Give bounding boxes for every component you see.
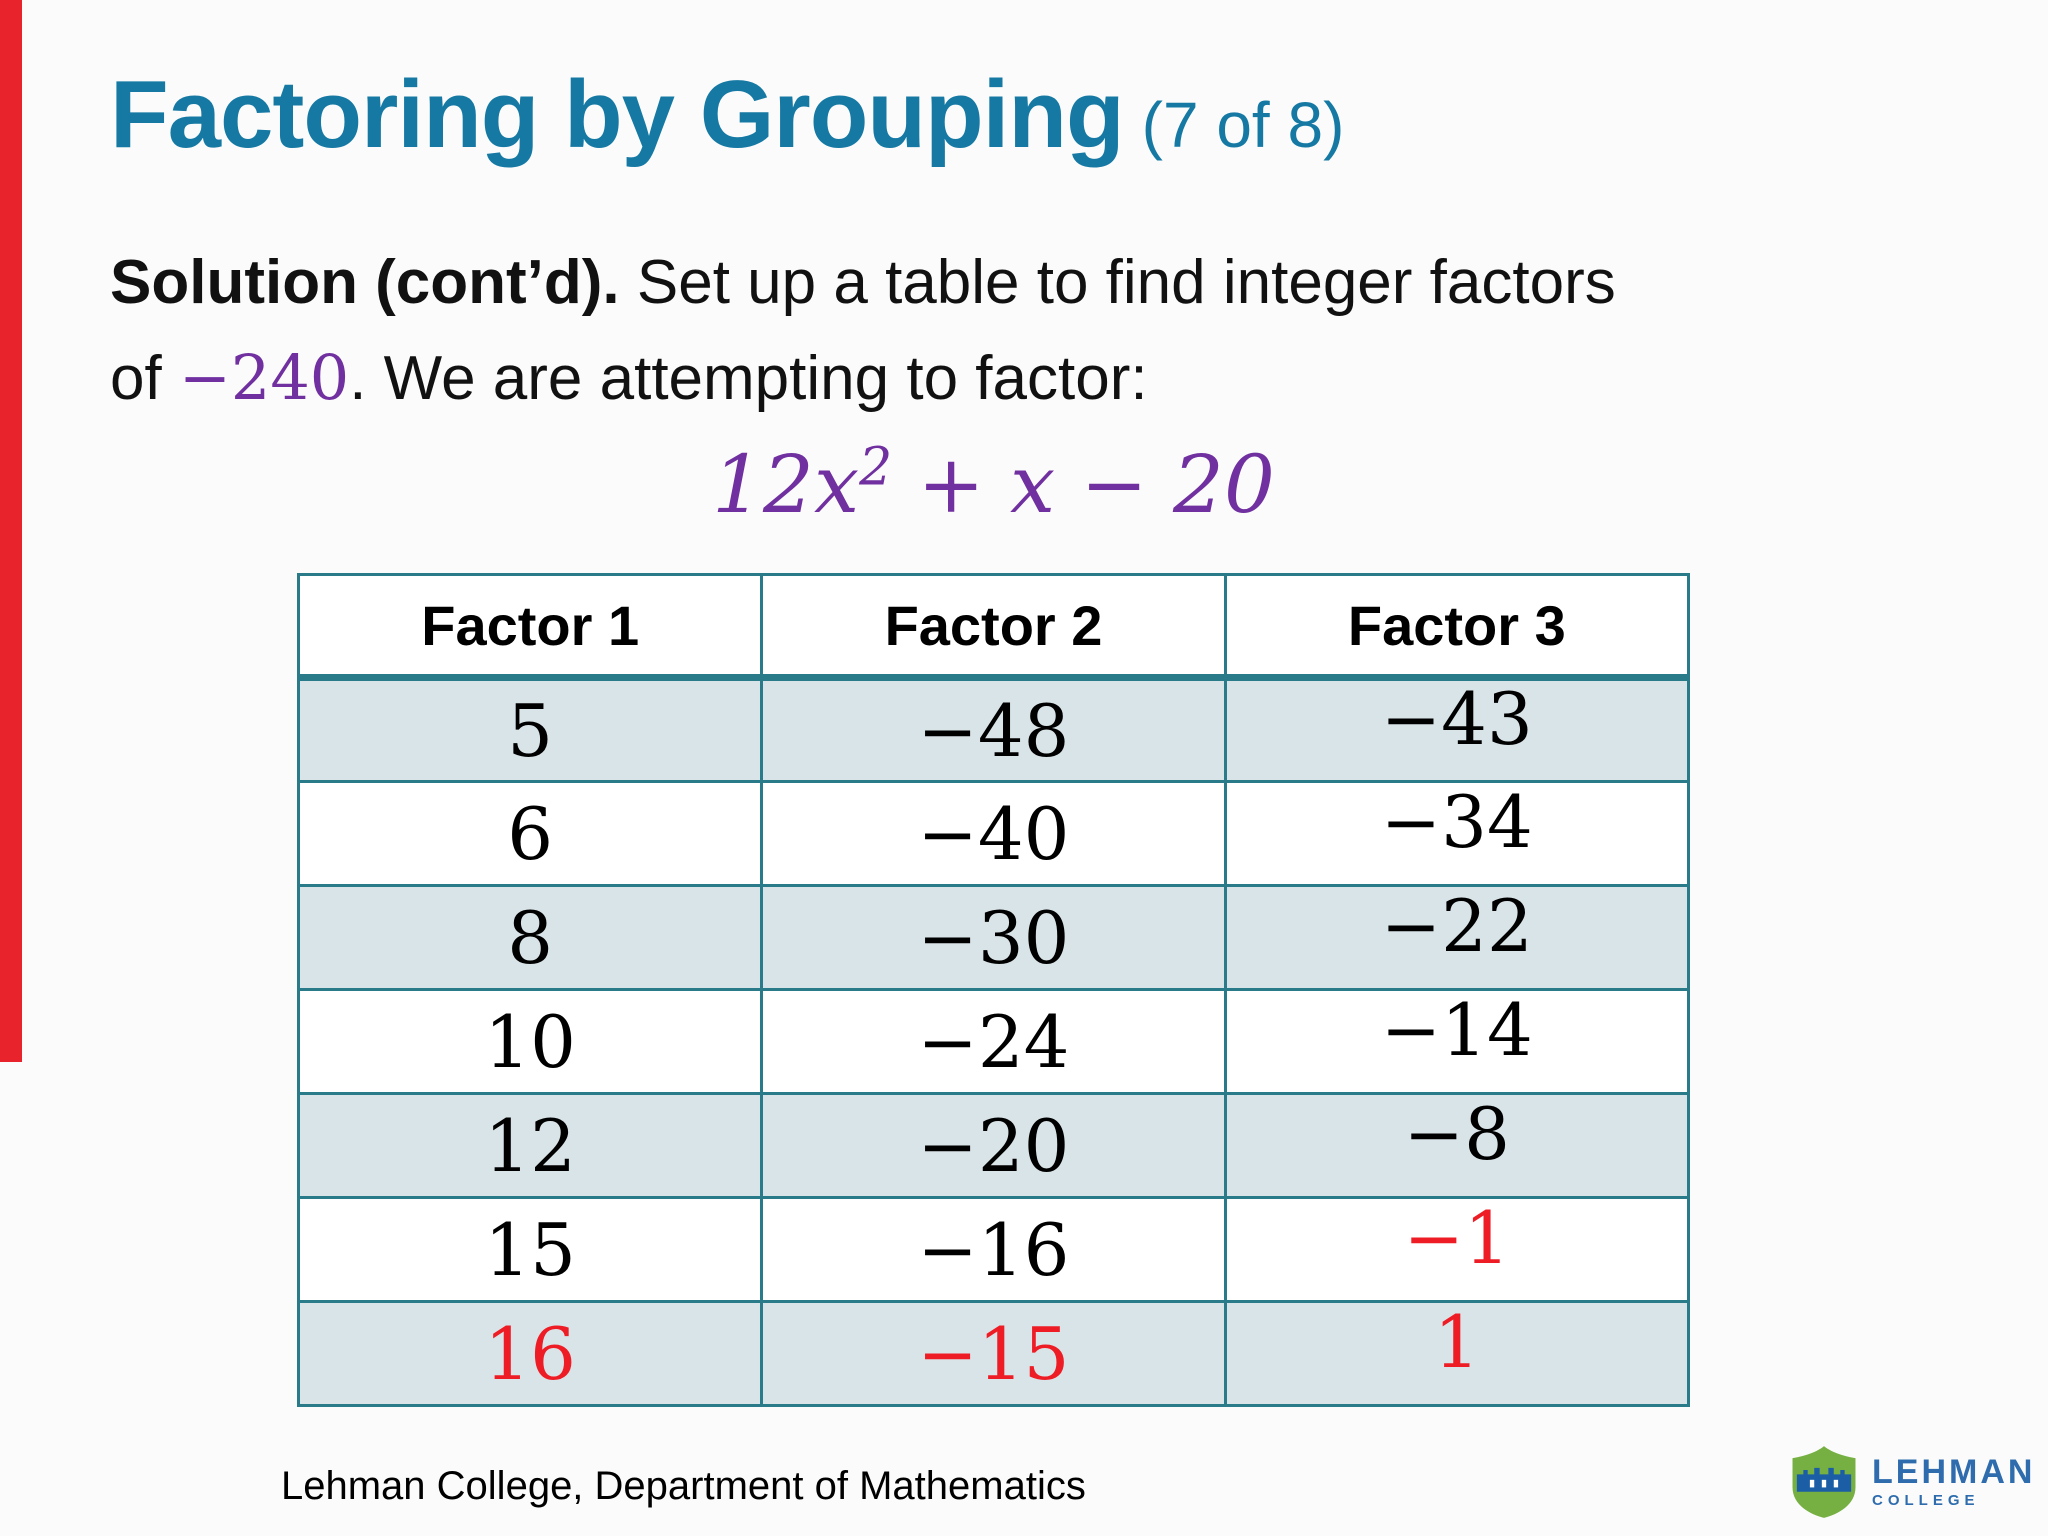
cell-value: −14	[1380, 987, 1533, 1072]
footer-attribution: Lehman College, Department of Mathematic…	[281, 1464, 1086, 1508]
factor-table: Factor 1 Factor 2 Factor 3 5 −48 −43 6 −40 −3…	[296, 573, 1691, 1407]
table-cell: 8	[296, 884, 764, 991]
cell-value: −15	[917, 1311, 1070, 1396]
table-cell: 5	[296, 676, 764, 783]
table-cell: −15	[760, 1300, 1227, 1407]
solution-label: Solution (cont’d).	[110, 248, 620, 317]
page-title: Factoring by Grouping (7 of 8)	[110, 60, 1990, 170]
table-cell: 1	[1223, 1299, 1691, 1407]
table-row: 15 −16 −1	[296, 1195, 1691, 1303]
table-cell: −30	[760, 884, 1227, 991]
solution-paragraph: Solution (cont’d). Set up a table to fin…	[110, 236, 1970, 427]
cell-value: −48	[917, 688, 1070, 773]
solution-sentence-1: Set up a table to find integer factors	[619, 248, 1616, 317]
cell-value: 15	[484, 1207, 576, 1292]
cell-value: −8	[1403, 1091, 1510, 1176]
table-cell: −8	[1223, 1091, 1691, 1199]
table-cell: −48	[760, 676, 1227, 783]
title-suffix: (7 of 8)	[1141, 89, 1345, 161]
cell-value: 6	[507, 791, 554, 876]
table-cell: 12	[296, 1092, 764, 1199]
cell-value: 12	[484, 1103, 576, 1188]
factor-table-header: Factor 1 Factor 2 Factor 3	[296, 573, 1691, 681]
cell-value: 1	[1433, 1299, 1480, 1384]
lehman-shield-icon	[1792, 1446, 1856, 1518]
table-cell: 10	[296, 988, 764, 1095]
cell-value: −22	[1380, 883, 1533, 968]
table-row: 12 −20 −8	[296, 1091, 1691, 1199]
cell-value: −34	[1380, 779, 1533, 864]
table-cell: −20	[760, 1092, 1227, 1199]
table-cell: −40	[760, 780, 1227, 887]
header-row: Factor 1 Factor 2 Factor 3	[296, 573, 1691, 681]
negative-240-value: −240	[178, 340, 350, 414]
table-cell: 16	[296, 1300, 764, 1407]
formula-base: 12x	[712, 438, 860, 531]
red-left-bar	[0, 0, 22, 1062]
cell-value: 16	[484, 1311, 576, 1396]
table-row: 8 −30 −22	[296, 883, 1691, 991]
header-factor-2: Factor 2	[760, 573, 1227, 681]
table-cell: 15	[296, 1196, 764, 1303]
cell-value: −40	[917, 791, 1070, 876]
solution-sentence-2-prefix: of	[110, 343, 179, 413]
formula-exponent: 2	[859, 437, 893, 498]
table-row: 6 −40 −34	[296, 779, 1691, 887]
lehman-college-logo: LEHMAN COLLEGE	[1788, 1444, 2035, 1520]
table-cell: −22	[1223, 883, 1691, 991]
table-cell: −43	[1223, 676, 1691, 783]
table-cell: −24	[760, 988, 1227, 1095]
table-row: 10 −24 −14	[296, 987, 1691, 1095]
cell-value: −24	[917, 999, 1070, 1084]
cell-value: −43	[1380, 676, 1533, 761]
table-row: 16 −15 1	[296, 1299, 1691, 1407]
cell-value: 5	[507, 688, 554, 773]
cell-value: −16	[917, 1207, 1070, 1292]
cell-value: 10	[484, 999, 576, 1084]
logo-wordmark: LEHMAN COLLEGE	[1872, 1452, 2036, 1511]
cell-value: 8	[507, 895, 554, 980]
cell-value: −20	[917, 1103, 1070, 1188]
logo-college-text: COLLEGE	[1872, 1491, 1980, 1509]
table-cell: −1	[1223, 1195, 1691, 1303]
title-text: Factoring by Grouping	[110, 61, 1125, 168]
solution-sentence-2-rest: . We are attempting to factor:	[349, 343, 1148, 413]
header-factor-3: Factor 3	[1223, 573, 1691, 681]
table-cell: 6	[296, 780, 764, 887]
cell-value: −30	[917, 895, 1070, 980]
header-factor-1: Factor 1	[296, 573, 764, 681]
polynomial-formula: 12x2 + x − 20	[297, 438, 1690, 531]
table-row: 5 −48 −43	[296, 676, 1691, 783]
table-cell: −14	[1223, 987, 1691, 1095]
factor-table-body: 5 −48 −43 6 −40 −34 8 −30 −22 10 −24 −14 12 −20 −8 15 −1…	[296, 676, 1691, 1407]
logo-lehman-text: LEHMAN	[1872, 1452, 2036, 1491]
formula-rest: + x − 20	[892, 438, 1275, 531]
cell-value: −1	[1403, 1195, 1510, 1280]
table-cell: −16	[760, 1196, 1227, 1303]
table-cell: −34	[1223, 779, 1691, 887]
